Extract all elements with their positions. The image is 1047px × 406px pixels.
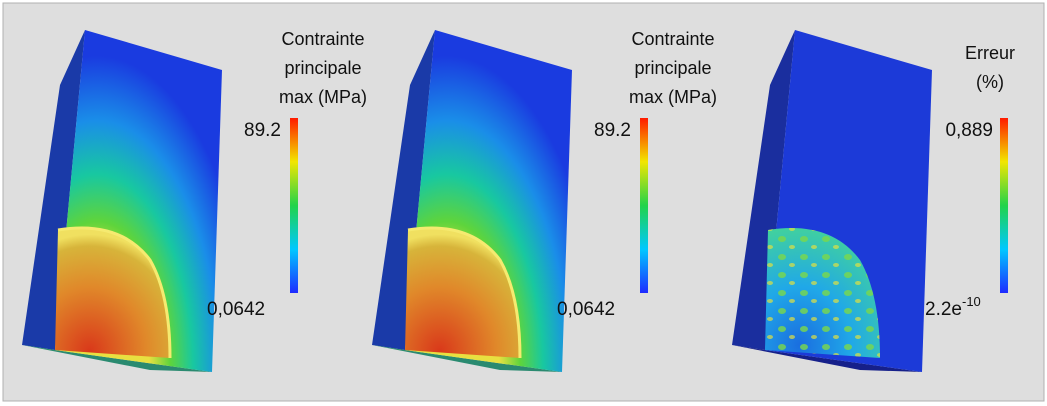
sphere-rim — [57, 226, 172, 359]
panels: Contrainte principale max (MPa) 89.2 0,0642 C… — [22, 29, 1015, 372]
colorbar-title: principale — [284, 58, 361, 78]
colorbar-title: max (MPa) — [279, 87, 367, 107]
box-side — [372, 30, 435, 350]
colorbar-title: Contrainte — [281, 29, 364, 49]
sphere-spots — [765, 228, 880, 358]
colorbar-title: Contrainte — [631, 29, 714, 49]
min-label: 0,0642 — [557, 299, 615, 320]
max-label: 89.2 — [244, 120, 281, 141]
colorbar — [640, 118, 648, 293]
panel — [732, 30, 932, 372]
sphere — [55, 228, 170, 358]
colorbar — [1000, 118, 1008, 293]
panel — [22, 30, 222, 372]
min-label-base: 2.2e — [925, 299, 962, 320]
sphere-rim — [407, 226, 522, 359]
colorbar — [290, 118, 298, 293]
colorbar-title: max (MPa) — [629, 87, 717, 107]
sphere — [405, 228, 520, 358]
min-label: 2.2e-10 — [925, 294, 981, 320]
panel — [372, 30, 572, 372]
max-label: 0,889 — [945, 120, 993, 141]
min-label: 0,0642 — [207, 299, 265, 320]
max-label: 89.2 — [594, 120, 631, 141]
box-side — [732, 30, 795, 350]
colorbar-title: principale — [634, 58, 711, 78]
colorbar-title: (%) — [976, 72, 1004, 92]
box-side — [22, 30, 85, 350]
colorbar-title: Erreur — [965, 43, 1015, 63]
min-label-exponent: -10 — [962, 294, 981, 309]
